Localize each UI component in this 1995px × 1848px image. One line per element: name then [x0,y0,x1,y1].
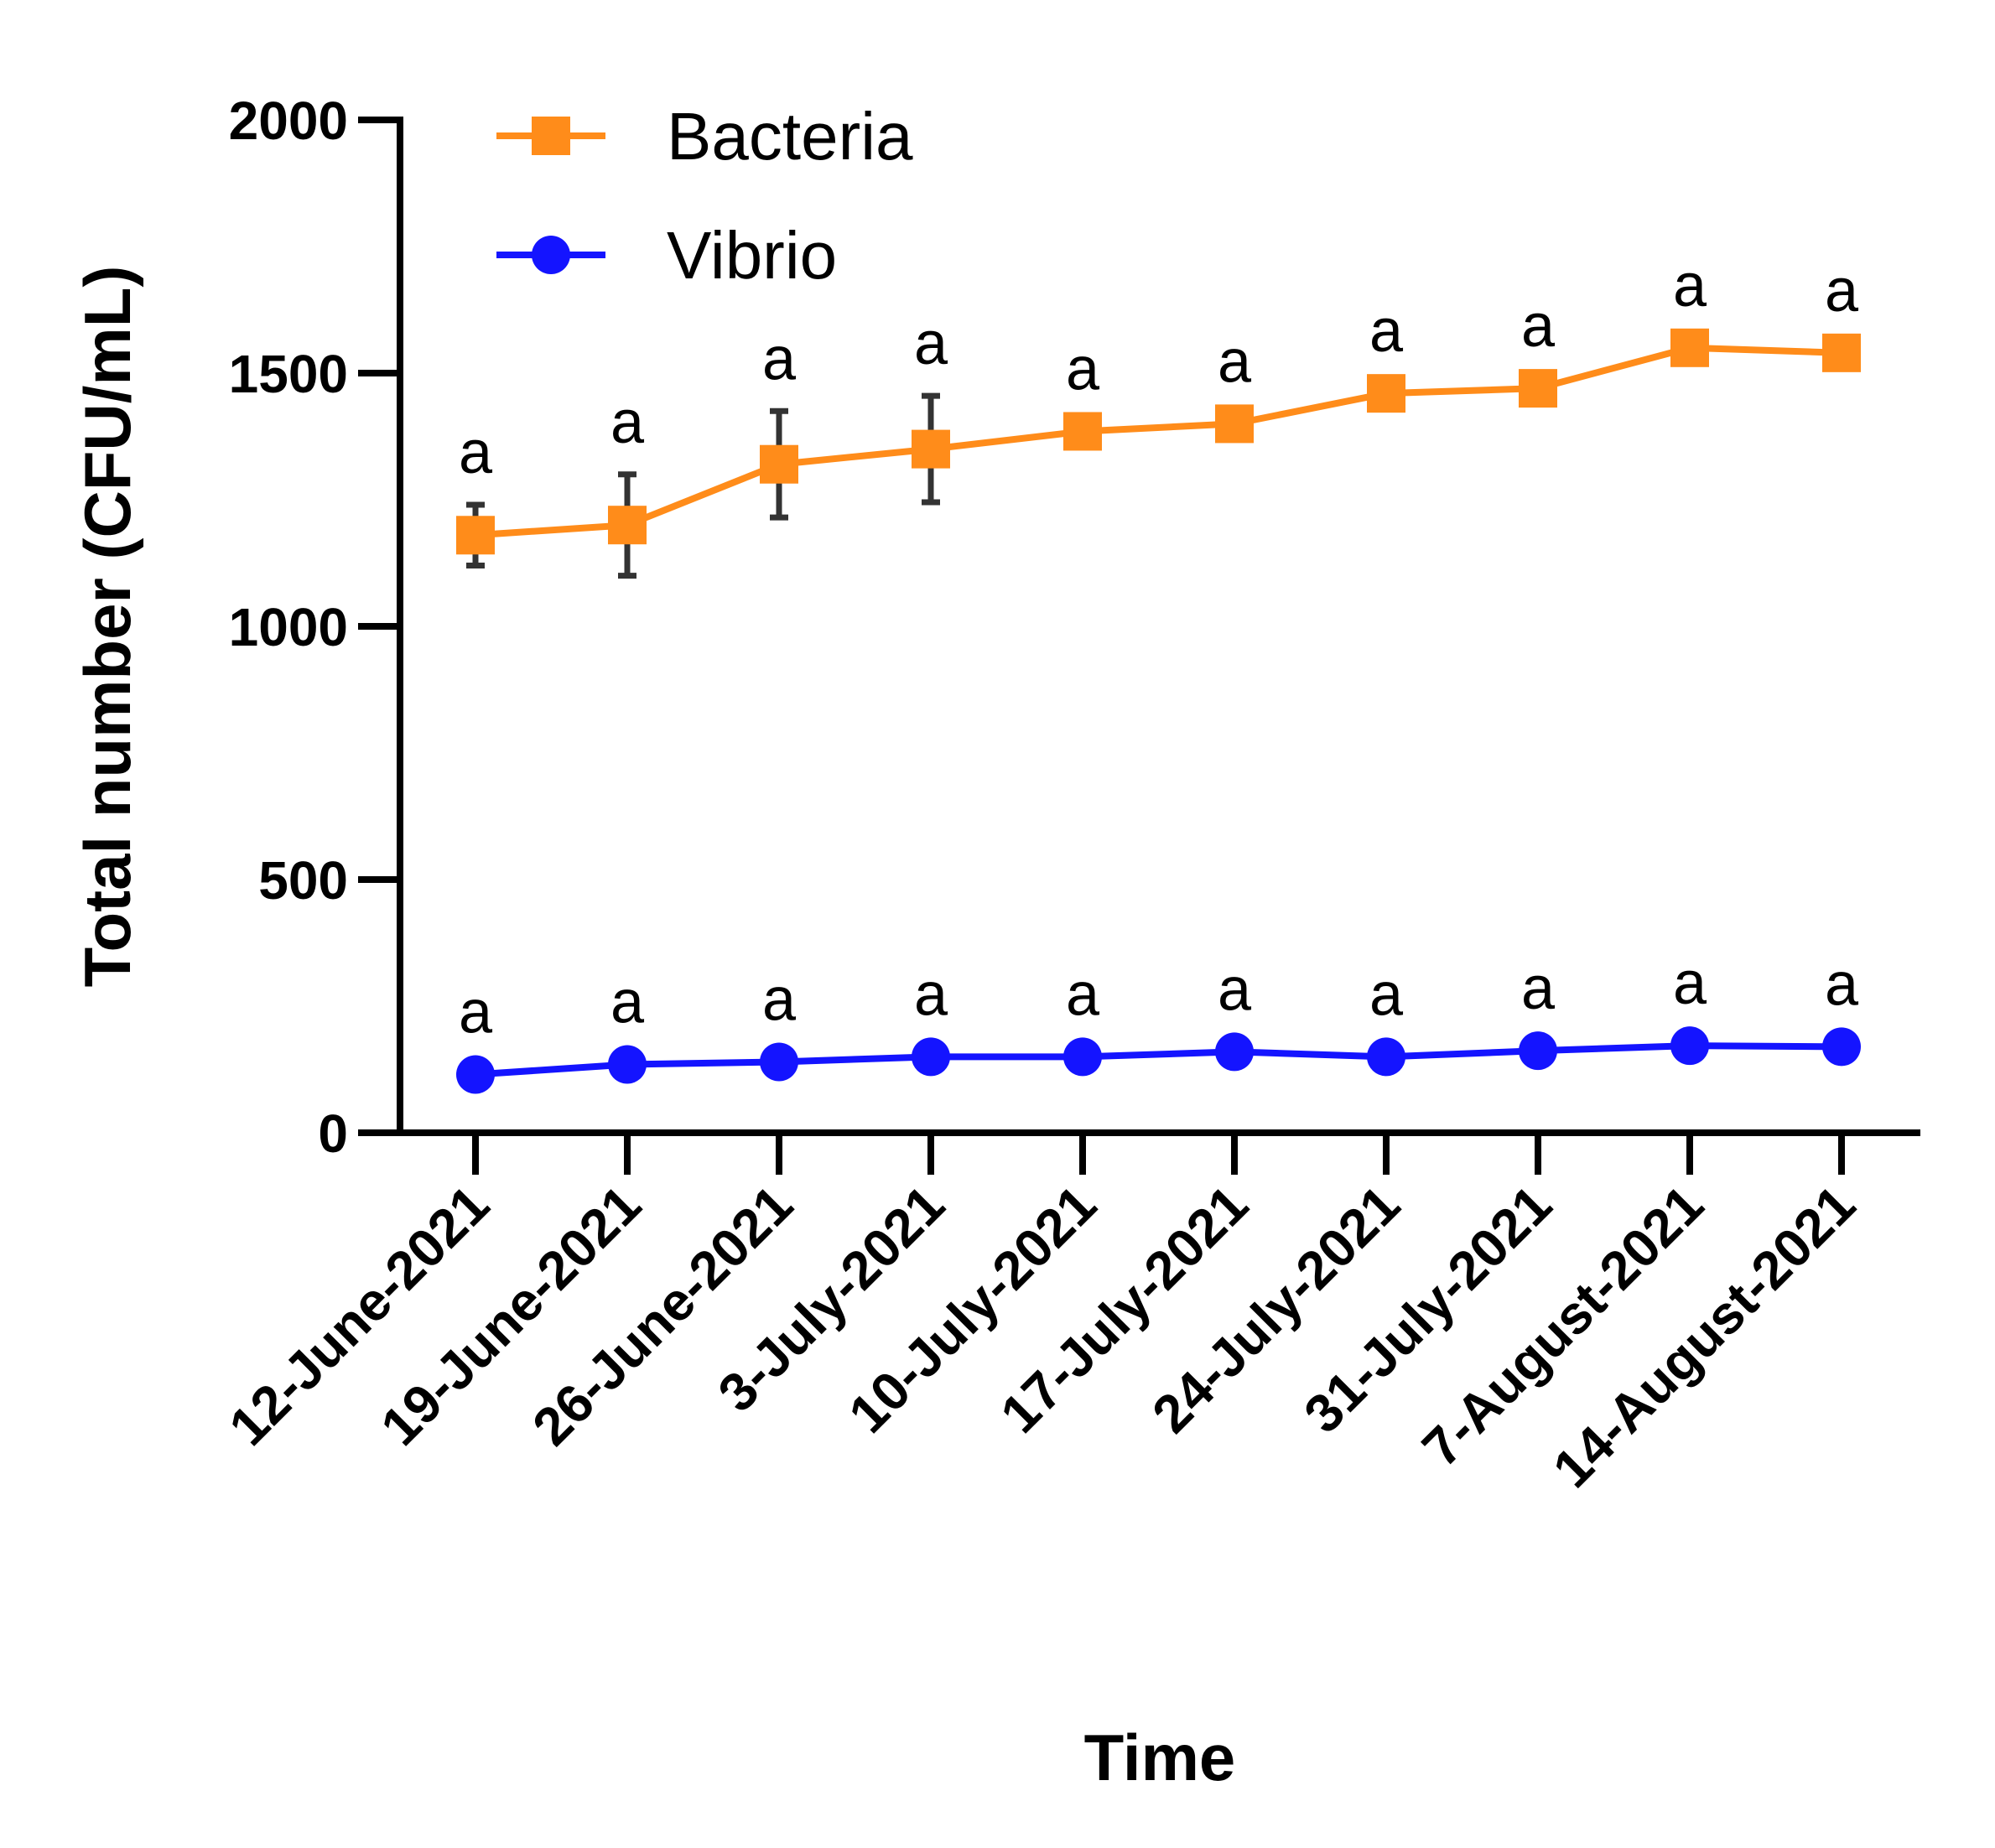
marks: a a a a a a a a a a a a a a a a a a a a [456,252,1861,1094]
data-point-bacteria [1215,404,1254,444]
y-tick-label: 2000 [229,91,348,151]
legend-label-bacteria: Bacteria [667,99,913,174]
significance-label: a [610,968,645,1036]
data-point-vibrio [1519,1031,1557,1071]
y-axis-title: Total number (CFU/mL) [70,266,144,988]
significance-label: a [1369,961,1404,1028]
significance-label: a [1066,961,1100,1028]
significance-label: a [1218,328,1252,395]
data-point-vibrio [912,1037,950,1077]
significance-label: a [459,419,493,486]
series-line-bacteria [475,344,1842,539]
significance-label: a [1825,951,1859,1018]
significance-label: a [914,310,948,377]
legend-marker-circle [532,236,570,274]
significance-label: a [914,961,948,1028]
data-point-vibrio [760,1042,798,1082]
x-axis-title: Time [1084,1721,1236,1794]
significance-label: a [762,325,797,392]
legend: Bacteria Vibrio [496,99,913,293]
data-point-vibrio [608,1045,647,1084]
legend-label-vibrio: Vibrio [667,218,837,293]
significance-label: a [1673,252,1707,319]
significance-label: a [1825,257,1859,324]
data-point-vibrio [1063,1037,1102,1077]
significance-label: a [1521,955,1556,1022]
data-point-bacteria [1670,328,1709,367]
data-point-bacteria [760,444,798,484]
y-tick-label: 1000 [229,597,348,657]
y-tick-label: 500 [258,850,348,911]
data-point-bacteria [608,506,647,545]
data-point-bacteria [456,516,495,555]
y-tick-label: 0 [318,1103,348,1164]
significance-label: a [459,979,493,1046]
data-point-vibrio [1215,1032,1254,1072]
data-point-vibrio [1367,1037,1405,1077]
significance-label: a [762,966,797,1033]
data-point-bacteria [1367,374,1405,413]
x-tick-label: 19-June-2021 [369,1174,652,1457]
data-point-vibrio [1670,1026,1709,1066]
axes: 0 500 1000 1500 2000 12-June-202119-June-2021… [217,91,1920,1499]
data-point-bacteria [1519,369,1557,408]
x-tick-label: 12-June-2021 [217,1174,501,1457]
data-point-vibrio [456,1055,495,1094]
x-tick-label: 7-August-2021 [1411,1174,1715,1478]
significance-label: a [1369,298,1404,365]
y-tick-label: 1500 [229,344,348,404]
significance-label: a [1218,956,1252,1023]
data-point-bacteria [912,429,950,469]
significance-label: a [1521,293,1556,360]
data-point-bacteria [1063,412,1102,451]
legend-marker-square [532,117,570,155]
significance-label: a [1066,335,1100,402]
significance-label: a [610,389,645,456]
significance-label: a [1673,950,1707,1017]
series-line-vibrio [475,1042,1842,1078]
x-tick-label: 26-June-2021 [521,1174,804,1457]
data-point-vibrio [1822,1027,1861,1067]
data-point-bacteria [1822,333,1861,372]
